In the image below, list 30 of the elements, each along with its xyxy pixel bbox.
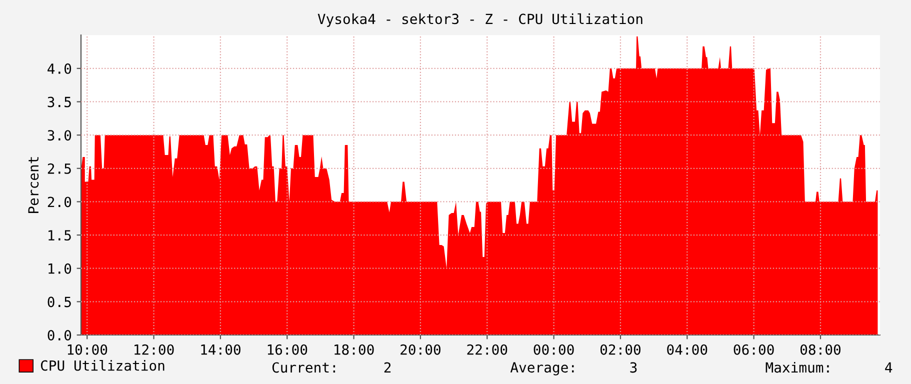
x-tick-label: 22:00 xyxy=(467,344,508,355)
y-tick-label: 0.5 xyxy=(48,296,71,308)
text: Current: xyxy=(272,362,336,373)
text: 4 xyxy=(885,362,892,373)
y-tick-label: 1.5 xyxy=(48,230,71,241)
x-tick-label: 20:00 xyxy=(400,344,440,355)
x-tick-label: 10:00 xyxy=(68,344,108,355)
text: 3 xyxy=(630,362,637,373)
y-tick-label: 3.5 xyxy=(48,96,71,108)
y-tick-label: 1.0 xyxy=(48,263,72,274)
y-axis-title: Percent xyxy=(28,157,39,213)
chart-title: Vysoka4 - sektor3 - Z - CPU Utilization xyxy=(318,13,642,27)
y-tick-label: 0.0 xyxy=(48,330,72,341)
x-tick-label: 12:00 xyxy=(134,344,174,355)
x-tick-label: 06:00 xyxy=(734,344,774,355)
text: 2 xyxy=(384,362,391,373)
y-tick-label: 2.0 xyxy=(48,196,72,208)
x-tick-label: 00:00 xyxy=(534,344,574,355)
y-tick-label: 2.5 xyxy=(48,163,71,174)
x-tick-label: 08:00 xyxy=(800,344,840,355)
x-tick-label: 18:00 xyxy=(334,344,374,355)
x-tick-label: 02:00 xyxy=(600,344,640,355)
x-tick-label: 04:00 xyxy=(667,344,708,355)
x-tick-label: 14:00 xyxy=(201,344,240,355)
y-tick-label: 3.0 xyxy=(48,130,72,141)
text: Average: xyxy=(510,362,574,376)
y-tick-label: 4.0 xyxy=(48,63,72,74)
text: Maximum: xyxy=(766,362,829,373)
x-tick-label: 16:00 xyxy=(268,344,308,355)
series-label: CPU Utilization xyxy=(40,360,164,371)
